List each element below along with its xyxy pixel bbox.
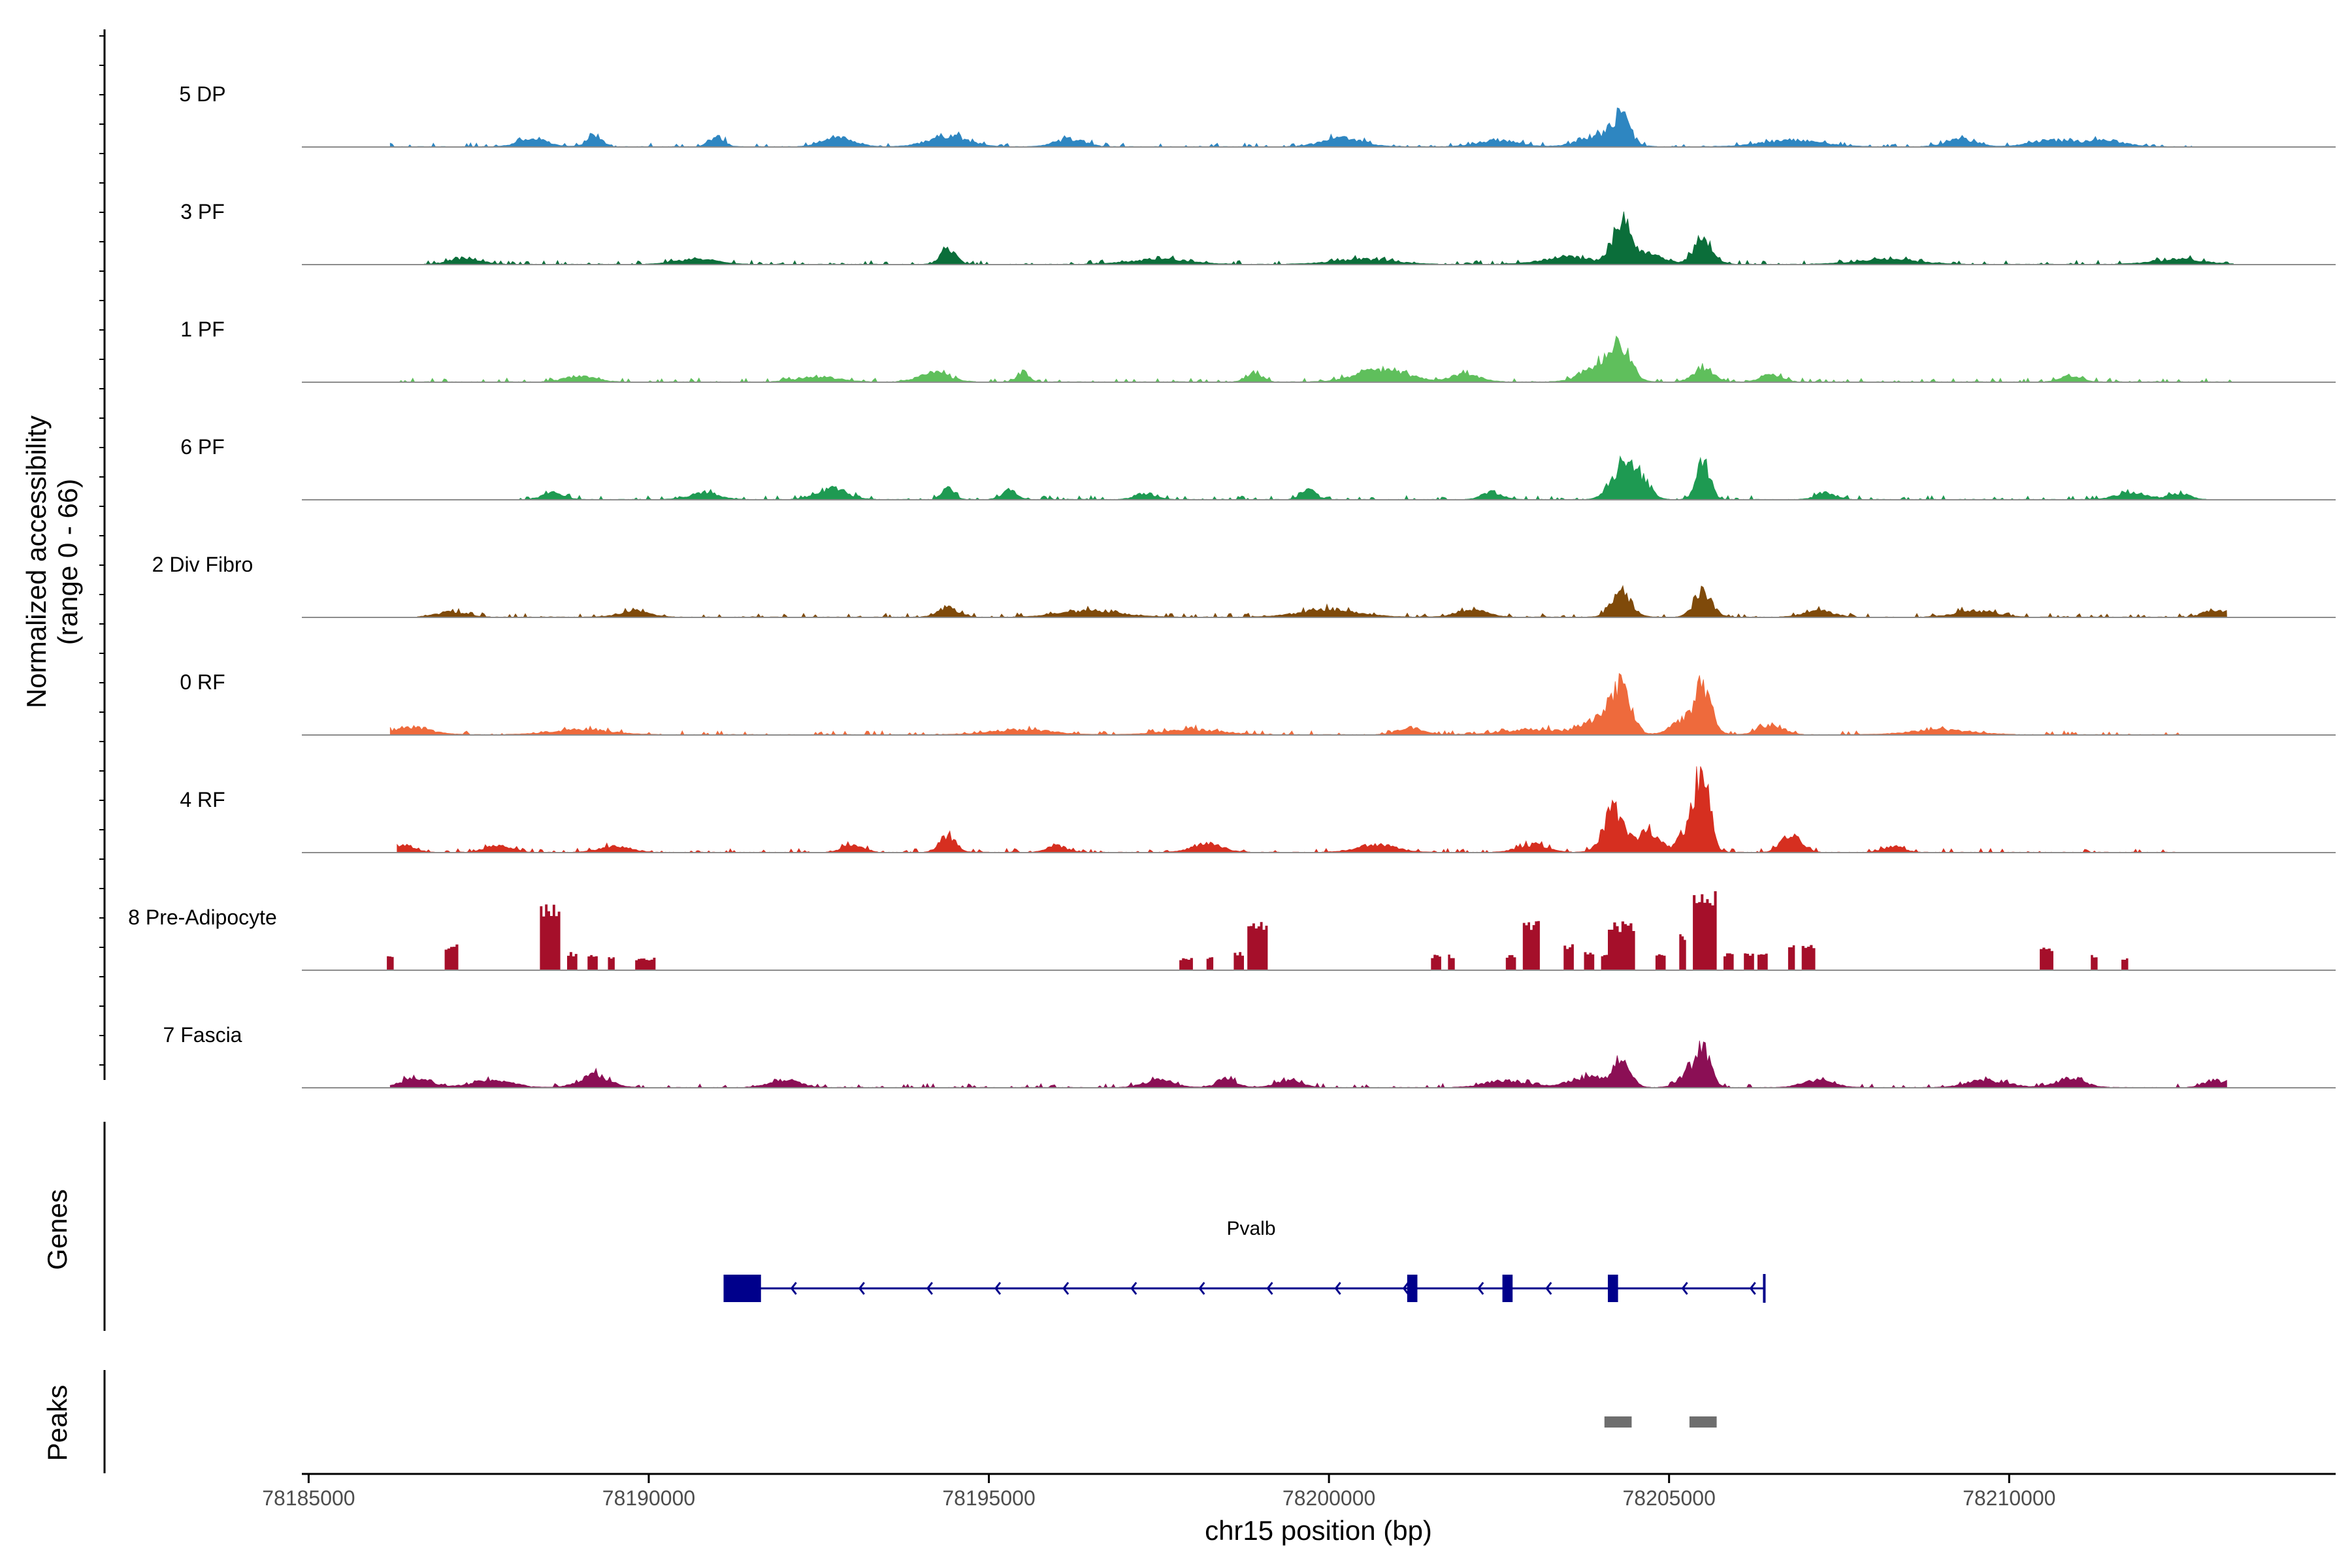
strand-arrow — [1402, 1282, 1409, 1295]
x-tick-label: 78185000 — [262, 1486, 355, 1510]
gene-exon — [1607, 1275, 1618, 1302]
x-tick-label: 78205000 — [1622, 1486, 1715, 1510]
y-axis-label: Normalized accessibility — [21, 416, 52, 708]
strand-arrow — [1130, 1282, 1137, 1295]
gene-exon — [723, 1275, 761, 1302]
strand-arrow — [1334, 1282, 1341, 1295]
peaks-panel-label: Peaks — [42, 1385, 73, 1462]
track-8-pre-adipocyte: 8 Pre-Adipocyte — [128, 891, 2336, 971]
gene-exon — [1502, 1275, 1513, 1302]
coverage-area — [397, 766, 2186, 853]
track-0-rf: 0 RF — [180, 670, 2336, 736]
strand-arrow — [1749, 1282, 1756, 1295]
track-7-fascia: 7 Fascia — [163, 1023, 2336, 1088]
peak-region — [1689, 1416, 1717, 1428]
track-label: 2 Div Fibro — [152, 553, 253, 576]
coverage-area — [389, 673, 2186, 736]
coverage-area — [424, 211, 2234, 265]
track-5-dp: 5 DP — [179, 82, 2336, 148]
strand-arrow — [1198, 1282, 1205, 1295]
strand-arrow — [1266, 1282, 1273, 1295]
track-label: 8 Pre-Adipocyte — [128, 906, 277, 929]
coverage-area — [389, 107, 2194, 148]
x-tick-label: 78190000 — [602, 1486, 695, 1510]
x-axis-label: chr15 position (bp) — [1205, 1515, 1432, 1546]
track-2-div-fibro: 2 Div Fibro — [152, 553, 2336, 618]
track-3-pf: 3 PF — [180, 200, 2336, 265]
track-4-rf: 4 RF — [180, 766, 2336, 853]
x-tick-label: 78200000 — [1282, 1486, 1375, 1510]
x-tick-label: 78210000 — [1963, 1486, 2055, 1510]
track-label: 5 DP — [179, 82, 225, 106]
coverage-area — [389, 1040, 2227, 1088]
track-label: 7 Fascia — [163, 1023, 242, 1047]
gene-exon — [1407, 1275, 1418, 1302]
coverage-area — [397, 335, 2234, 383]
track-label: 6 PF — [180, 435, 225, 459]
peak-region — [1604, 1416, 1632, 1428]
genes-panel — [103, 1122, 1766, 1331]
strand-arrow — [926, 1282, 934, 1295]
strand-arrow — [1545, 1282, 1552, 1295]
track-label: 4 RF — [180, 788, 225, 811]
strand-arrow — [858, 1282, 865, 1295]
genes-panel-label: Genes — [42, 1189, 73, 1270]
strand-arrow — [994, 1282, 1002, 1295]
coverage-area — [512, 455, 2207, 500]
track-1-pf: 1 PF — [180, 318, 2336, 383]
coverage-blocks — [387, 891, 2129, 970]
track-label: 1 PF — [180, 318, 225, 341]
track-label: 3 PF — [180, 200, 225, 223]
strand-arrow — [1062, 1282, 1070, 1295]
coverage-tracks: 5 DP 3 PF 1 PF 6 PF 2 Div Fibro 0 RF 4 RF 8 Pre… — [99, 29, 2336, 1088]
strand-arrow — [1681, 1282, 1688, 1295]
track-6-pf: 6 PF — [180, 435, 2336, 500]
y-axis-range-label: (range 0 - 66) — [52, 479, 83, 645]
gene-name-label: Pvalb — [1226, 1218, 1275, 1239]
x-tick-label: 78195000 — [942, 1486, 1035, 1510]
strand-arrow — [790, 1282, 797, 1295]
strand-arrow — [1477, 1282, 1484, 1295]
track-label: 0 RF — [180, 670, 225, 694]
x-axis: 78185000 78190000 78195000 78200000 78205000… — [262, 1473, 2336, 1510]
coverage-area — [417, 585, 2227, 618]
peaks-panel — [103, 1370, 1717, 1473]
